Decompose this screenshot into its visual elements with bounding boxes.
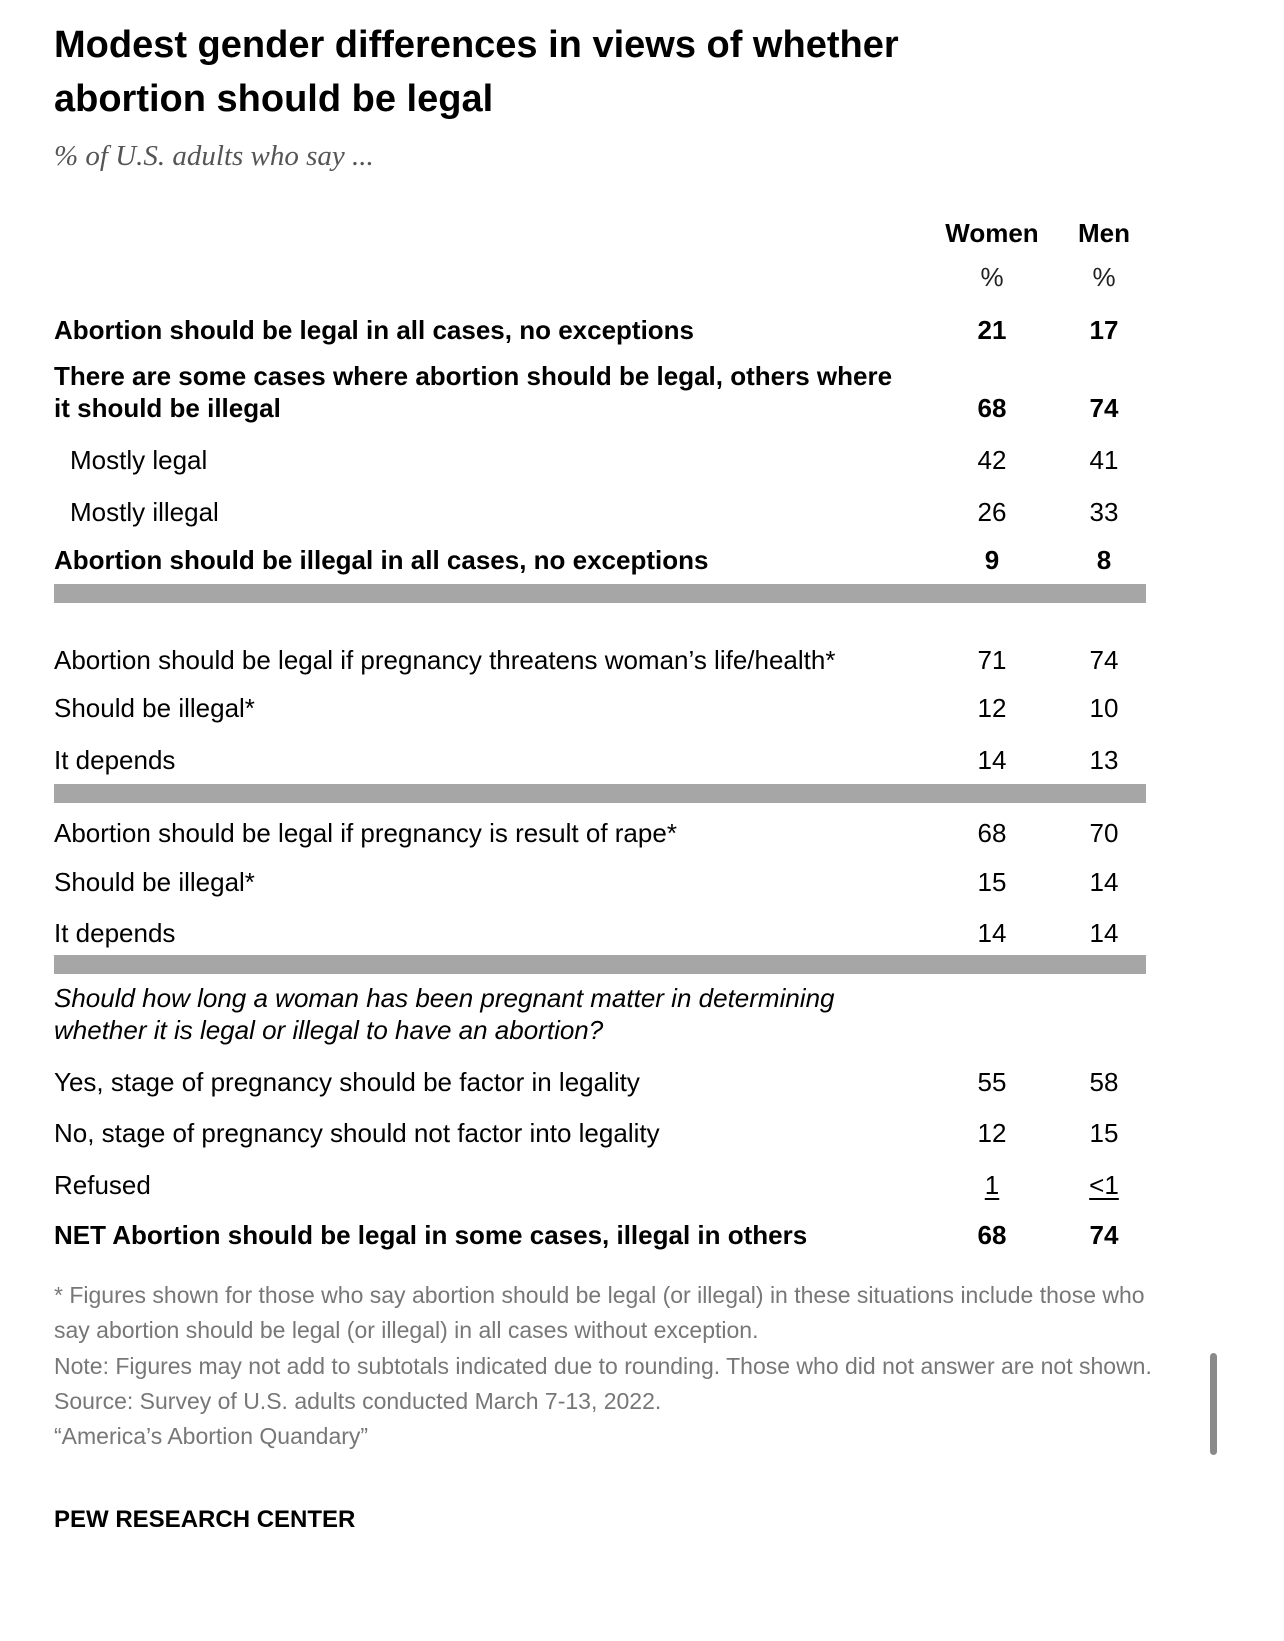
value-men: 33: [1089, 497, 1119, 527]
row-label: Should be illegal*: [54, 693, 255, 723]
value-women: 9: [984, 545, 1000, 575]
section-divider: [54, 955, 1146, 974]
table-row: Mostly legal 42 41: [54, 440, 1144, 476]
value-women: 21: [977, 315, 1007, 345]
row-label: Abortion should be illegal in all cases,…: [54, 545, 709, 575]
row-label: It depends: [54, 745, 176, 775]
table-row: Abortion should be legal if pregnancy is…: [54, 813, 1144, 849]
row-label: Abortion should be legal if pregnancy th…: [54, 645, 836, 675]
value-men: 74: [1089, 393, 1119, 423]
row-label: NET Abortion should be legal in some cas…: [54, 1220, 808, 1250]
table-row: Abortion should be illegal in all cases,…: [54, 540, 1144, 576]
value-men: 15: [1089, 1118, 1119, 1148]
unit-men: %: [1092, 262, 1116, 292]
table-row: Should be illegal* 12 10: [54, 688, 1144, 724]
scrollbar[interactable]: [1210, 1353, 1217, 1455]
footnote-note: Note: Figures may not add to subtotals i…: [54, 1352, 1152, 1379]
question-row: Should how long a woman has been pregnan…: [54, 978, 1144, 1046]
value-women: 42: [977, 445, 1007, 475]
table-row: It depends 14 13: [54, 740, 1144, 776]
section-divider: [54, 584, 1146, 603]
value-men: 17: [1089, 315, 1119, 345]
value-men: 41: [1089, 445, 1119, 475]
value-men: 14: [1089, 918, 1119, 948]
table-row: It depends 14 14: [54, 913, 1144, 949]
value-men: 74: [1089, 645, 1119, 675]
row-label: Abortion should be legal in all cases, n…: [54, 315, 695, 345]
value-women: 68: [977, 393, 1007, 423]
value-men: 8: [1096, 545, 1112, 575]
table-row: Should be illegal* 15 14: [54, 862, 1144, 898]
value-women: 14: [977, 918, 1007, 948]
value-men: <1: [1089, 1170, 1119, 1200]
value-men: 14: [1089, 867, 1119, 897]
row-label: It depends: [54, 918, 176, 948]
row-label: Should be illegal*: [54, 867, 255, 897]
table-row: Abortion should be legal if pregnancy th…: [54, 608, 1144, 676]
chart-title: Modest gender differences in views of wh…: [54, 24, 899, 120]
section-divider: [54, 784, 1146, 803]
footnotes: * Figures shown for those who say aborti…: [54, 1278, 1154, 1454]
table-row: Mostly illegal 26 33: [54, 492, 1144, 528]
value-men: 13: [1089, 745, 1119, 775]
value-women: 1: [984, 1170, 1000, 1200]
column-header-men: Men: [1078, 218, 1130, 248]
value-women: 68: [977, 818, 1007, 848]
value-women: 12: [977, 1118, 1007, 1148]
unit-women: %: [980, 262, 1004, 292]
value-women: 15: [977, 867, 1007, 897]
column-header-women: Women: [945, 218, 1039, 248]
table-row: Refused 1 <1: [54, 1165, 1144, 1201]
row-label: Mostly illegal: [70, 497, 219, 527]
table-row: Yes, stage of pregnancy should be factor…: [54, 1062, 1144, 1098]
value-men-cell: <1: [1044, 1169, 1164, 1201]
question-label: Should how long a woman has been pregnan…: [54, 983, 835, 1045]
footnote-asterisk: * Figures shown for those who say aborti…: [54, 1282, 1145, 1344]
value-men: 58: [1089, 1067, 1119, 1097]
table-row: Abortion should be legal in all cases, n…: [54, 310, 1144, 346]
table-row: No, stage of pregnancy should not factor…: [54, 1113, 1144, 1149]
row-label: Yes, stage of pregnancy should be factor…: [54, 1067, 640, 1097]
row-label: There are some cases where abortion shou…: [54, 361, 893, 423]
row-label: Mostly legal: [70, 445, 208, 475]
value-women: 14: [977, 745, 1007, 775]
value-women: 68: [977, 1220, 1007, 1250]
row-label: Abortion should be legal if pregnancy is…: [54, 818, 677, 848]
footnote-source: Source: Survey of U.S. adults conducted …: [54, 1387, 662, 1414]
table-row: There are some cases where abortion shou…: [54, 356, 1144, 424]
row-label: Refused: [54, 1170, 151, 1200]
value-men: 10: [1089, 693, 1119, 723]
value-women-cell: 1: [932, 1169, 1052, 1201]
value-men: 74: [1089, 1220, 1119, 1250]
value-men: 70: [1089, 818, 1119, 848]
chart-subtitle: % of U.S. adults who say ...: [54, 140, 374, 172]
value-women: 26: [977, 497, 1007, 527]
value-women: 55: [977, 1067, 1007, 1097]
table-row: NET Abortion should be legal in some cas…: [54, 1215, 1144, 1251]
footnote-report: “America’s Abortion Quandary”: [54, 1423, 369, 1450]
value-women: 12: [977, 693, 1007, 723]
brand-logo-text: PEW RESEARCH CENTER: [54, 1506, 356, 1533]
row-label: No, stage of pregnancy should not factor…: [54, 1118, 660, 1148]
value-women: 71: [977, 645, 1007, 675]
